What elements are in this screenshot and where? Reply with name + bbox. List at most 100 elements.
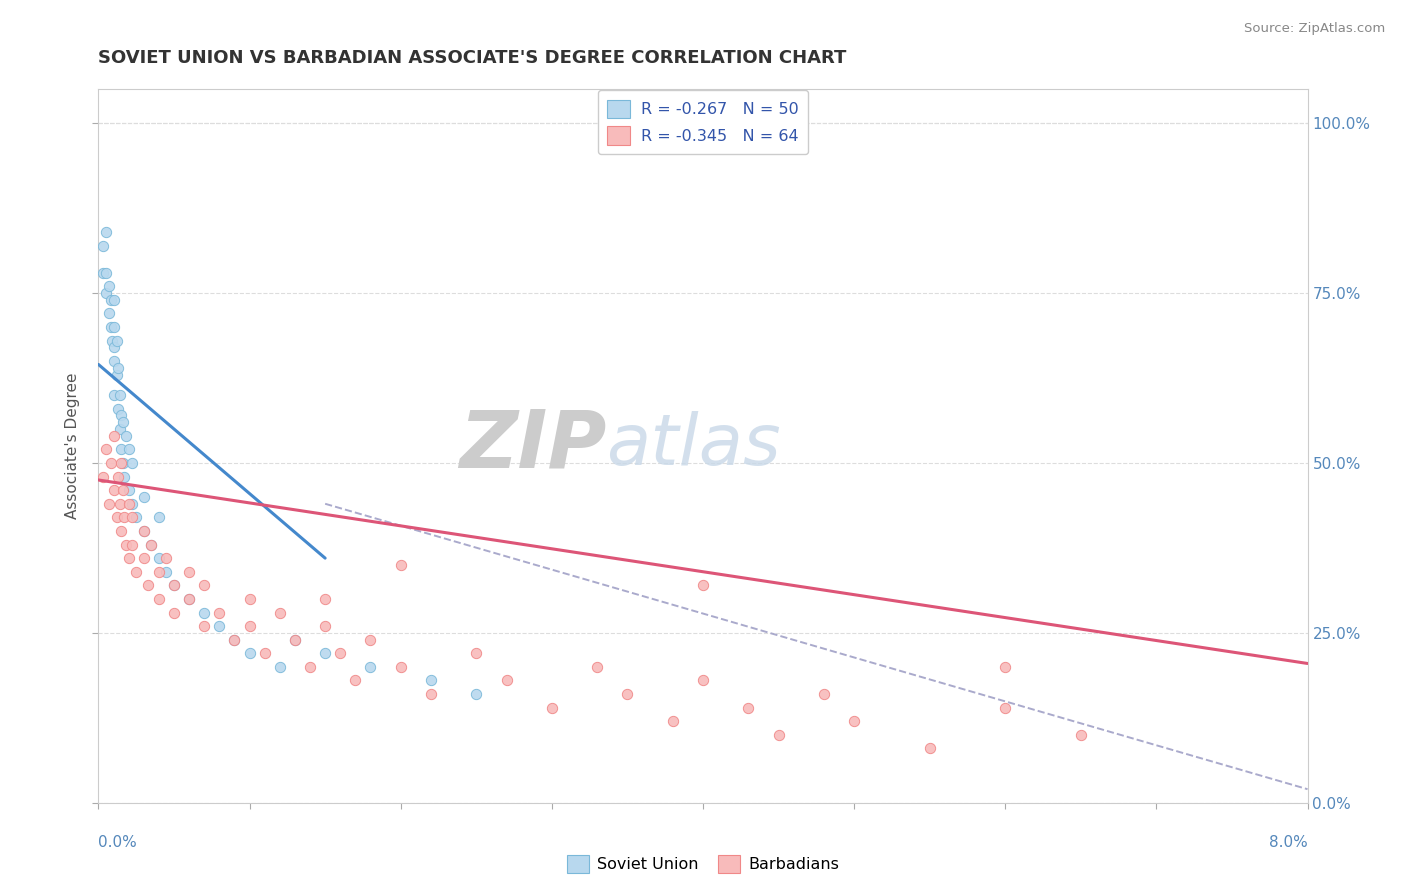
Point: [768, 728, 790, 742]
Point: [360, 660, 382, 674]
Point: [616, 687, 638, 701]
Point: [110, 442, 132, 457]
Point: [465, 687, 488, 701]
Point: [314, 591, 336, 606]
Point: [132, 524, 155, 538]
Text: atlas: atlas: [606, 411, 780, 481]
Point: [193, 619, 215, 633]
Point: [105, 334, 128, 348]
Text: ZIP: ZIP: [458, 407, 606, 485]
Point: [179, 565, 201, 579]
Point: [125, 565, 148, 579]
Point: [155, 551, 177, 566]
Point: [994, 700, 1017, 714]
Point: [112, 469, 135, 483]
Point: [141, 537, 163, 551]
Point: [103, 341, 125, 355]
Point: [98, 279, 121, 293]
Point: [114, 429, 136, 443]
Point: [179, 591, 201, 606]
Point: [692, 578, 714, 592]
Point: [269, 606, 291, 620]
Point: [118, 483, 141, 498]
Point: [107, 469, 129, 483]
Point: [91, 238, 114, 252]
Point: [269, 660, 291, 674]
Point: [224, 632, 246, 647]
Point: [100, 320, 122, 334]
Point: [91, 266, 114, 280]
Point: [224, 632, 246, 647]
Point: [100, 456, 122, 470]
Point: [132, 524, 155, 538]
Point: [121, 456, 143, 470]
Point: [111, 456, 134, 470]
Point: [118, 497, 141, 511]
Point: [314, 619, 336, 633]
Point: [179, 591, 201, 606]
Point: [141, 537, 163, 551]
Point: [111, 415, 134, 429]
Point: [239, 646, 262, 660]
Point: [103, 388, 125, 402]
Point: [239, 591, 262, 606]
Point: [495, 673, 517, 688]
Point: [148, 551, 170, 566]
Point: [94, 225, 117, 239]
Point: [103, 483, 125, 498]
Point: [107, 360, 129, 375]
Point: [103, 354, 125, 368]
Point: [208, 606, 231, 620]
Point: [121, 537, 143, 551]
Point: [918, 741, 941, 756]
Point: [94, 442, 117, 457]
Point: [193, 578, 215, 592]
Point: [148, 510, 170, 524]
Point: [136, 578, 159, 592]
Point: [118, 551, 141, 566]
Text: Source: ZipAtlas.com: Source: ZipAtlas.com: [1244, 22, 1385, 36]
Point: [125, 510, 148, 524]
Point: [284, 632, 307, 647]
Point: [284, 632, 307, 647]
Point: [108, 388, 131, 402]
Point: [111, 483, 134, 498]
Point: [994, 660, 1017, 674]
Point: [100, 293, 122, 307]
Point: [103, 293, 125, 307]
Point: [239, 619, 262, 633]
Point: [813, 687, 835, 701]
Legend: Soviet Union, Barbadians: Soviet Union, Barbadians: [561, 848, 845, 880]
Point: [91, 469, 114, 483]
Point: [163, 606, 186, 620]
Point: [148, 565, 170, 579]
Point: [155, 565, 177, 579]
Point: [389, 558, 412, 572]
Point: [148, 591, 170, 606]
Point: [465, 646, 488, 660]
Point: [344, 673, 367, 688]
Point: [208, 619, 231, 633]
Point: [107, 401, 129, 416]
Point: [692, 673, 714, 688]
Point: [110, 409, 132, 423]
Point: [94, 266, 117, 280]
Point: [110, 456, 132, 470]
Point: [163, 578, 186, 592]
Point: [389, 660, 412, 674]
Point: [541, 700, 564, 714]
Text: 0.0%: 0.0%: [98, 835, 138, 850]
Legend: R = -0.267   N = 50, R = -0.345   N = 64: R = -0.267 N = 50, R = -0.345 N = 64: [598, 90, 808, 154]
Point: [98, 497, 121, 511]
Point: [299, 660, 322, 674]
Point: [586, 660, 609, 674]
Point: [105, 510, 128, 524]
Point: [105, 368, 128, 382]
Point: [360, 632, 382, 647]
Point: [103, 429, 125, 443]
Point: [118, 442, 141, 457]
Point: [163, 578, 186, 592]
Point: [193, 606, 215, 620]
Point: [108, 497, 131, 511]
Point: [132, 490, 155, 504]
